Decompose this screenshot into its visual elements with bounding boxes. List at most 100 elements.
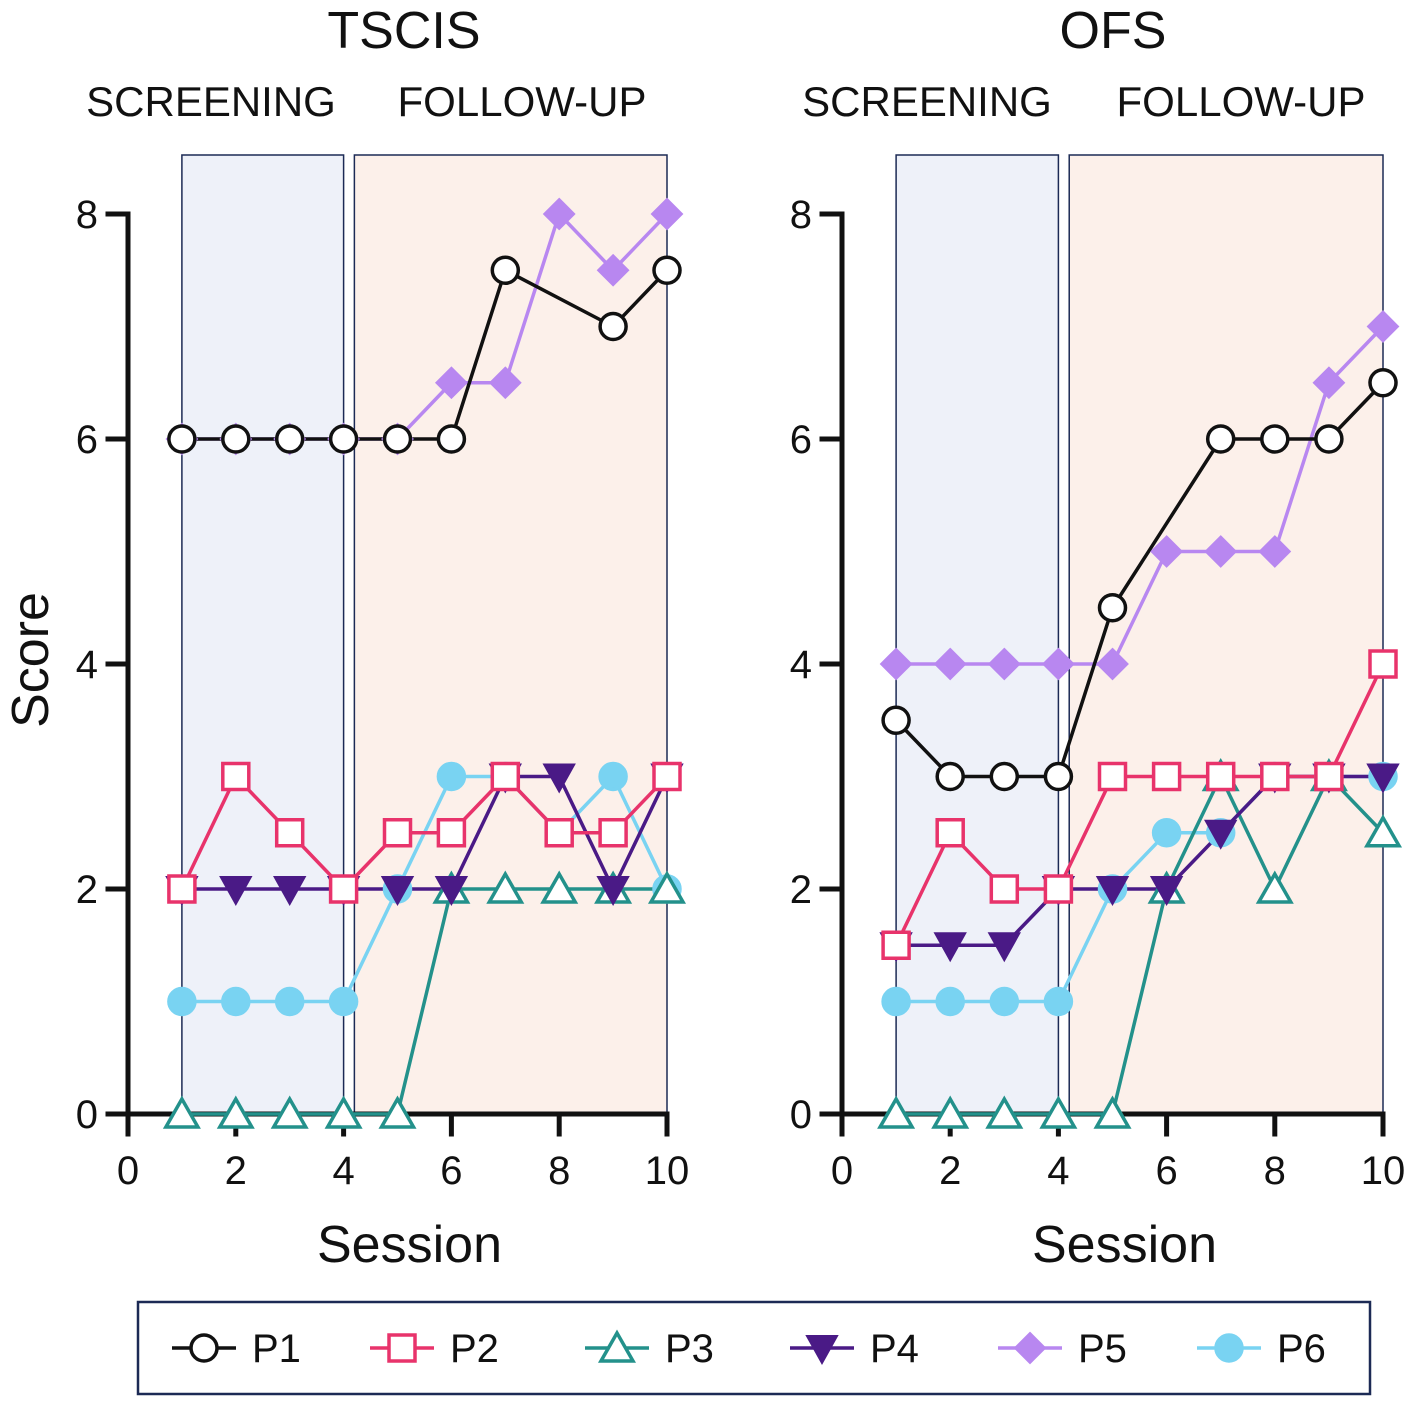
series-line-p2 bbox=[894, 663, 1385, 947]
phase-region-screening bbox=[181, 154, 345, 1115]
legend-label-p3: P3 bbox=[665, 1327, 714, 1371]
data-point-p3 bbox=[270, 1095, 309, 1129]
data-point-p3 bbox=[1255, 870, 1294, 904]
data-point-p2 bbox=[1314, 761, 1344, 792]
y-tick-label: 0 bbox=[76, 1093, 98, 1137]
phase-region-screening bbox=[895, 154, 1060, 1115]
legend-label-p1: P1 bbox=[252, 1327, 301, 1371]
data-point-p2 bbox=[1097, 761, 1128, 792]
legend-label-p4: P4 bbox=[870, 1327, 919, 1371]
series-line-p2 bbox=[180, 774, 669, 891]
data-point-p1 bbox=[221, 424, 251, 454]
data-point-p5 bbox=[987, 647, 1021, 681]
data-point-p3 bbox=[378, 1095, 417, 1129]
data-point-p2 bbox=[935, 818, 965, 848]
data-point-p6 bbox=[274, 986, 305, 1017]
y-tick-label: 6 bbox=[790, 418, 812, 462]
data-point-p2 bbox=[652, 761, 682, 792]
data-point-p1 bbox=[1368, 368, 1398, 398]
data-point-p6 bbox=[328, 986, 359, 1017]
data-point-p5 bbox=[1096, 647, 1129, 681]
y-tick-label: 6 bbox=[76, 418, 98, 462]
data-point-p4 bbox=[380, 876, 415, 907]
data-point-p2 bbox=[1260, 761, 1290, 792]
x-tick-label: 10 bbox=[1361, 1149, 1406, 1193]
data-point-p4 bbox=[1366, 763, 1400, 794]
data-point-p2 bbox=[1205, 761, 1236, 792]
data-point-p4 bbox=[1204, 819, 1238, 850]
data-point-p5 bbox=[1312, 366, 1346, 400]
y-tick-label: 2 bbox=[76, 868, 98, 912]
data-point-p6 bbox=[221, 986, 251, 1017]
series-line-p3 bbox=[896, 774, 1385, 1116]
x-tick-label: 2 bbox=[225, 1149, 247, 1193]
x-tick-label: 8 bbox=[548, 1149, 570, 1193]
data-point-p1 bbox=[274, 424, 305, 454]
phase-label-screening: SCREENING bbox=[86, 78, 336, 125]
legend-marker-p3 bbox=[597, 1329, 637, 1363]
data-point-p1 bbox=[328, 424, 359, 454]
data-point-p6 bbox=[1043, 986, 1074, 1017]
chart-title: OFS bbox=[1060, 2, 1167, 60]
data-point-p2 bbox=[382, 818, 413, 848]
legend-marker-p1 bbox=[189, 1333, 219, 1363]
data-point-p2 bbox=[167, 874, 197, 904]
data-point-p5 bbox=[879, 647, 913, 681]
data-point-p6 bbox=[881, 986, 911, 1017]
x-tick-label: 6 bbox=[1155, 1149, 1177, 1193]
data-point-p5 bbox=[1258, 535, 1292, 568]
x-tick-label: 4 bbox=[1047, 1149, 1069, 1193]
data-point-p1 bbox=[167, 424, 197, 454]
data-point-p6 bbox=[935, 986, 965, 1017]
legend-label-p6: P6 bbox=[1277, 1327, 1326, 1371]
data-point-p1 bbox=[881, 705, 911, 735]
data-point-p4 bbox=[434, 876, 469, 907]
data-point-p6 bbox=[436, 761, 467, 792]
data-point-p6 bbox=[1151, 818, 1182, 848]
x-tick-label: 6 bbox=[440, 1149, 462, 1193]
legend-label-p2: P2 bbox=[450, 1327, 499, 1371]
x-tick-label: 4 bbox=[332, 1149, 354, 1193]
data-point-p4 bbox=[542, 763, 576, 794]
data-point-p4 bbox=[1095, 876, 1130, 907]
data-point-p2 bbox=[598, 818, 628, 848]
data-point-p1 bbox=[1097, 593, 1128, 623]
data-point-p4 bbox=[933, 932, 967, 963]
y-tick-label: 4 bbox=[790, 643, 812, 687]
data-point-p5 bbox=[933, 647, 967, 681]
y-axis-title: Score bbox=[2, 592, 60, 728]
x-tick-label: 8 bbox=[1264, 1149, 1286, 1193]
data-point-p3 bbox=[540, 870, 579, 904]
data-point-p1 bbox=[436, 424, 467, 454]
y-tick-label: 8 bbox=[790, 193, 812, 237]
legend-marker-p6 bbox=[1214, 1333, 1244, 1363]
data-point-p3 bbox=[985, 1095, 1024, 1129]
data-point-p1 bbox=[1043, 761, 1074, 792]
x-axis-title: Session bbox=[317, 1216, 502, 1274]
data-point-p6 bbox=[167, 986, 197, 1017]
legend-marker-p2 bbox=[387, 1333, 417, 1363]
data-point-p2 bbox=[328, 874, 359, 904]
data-point-p3 bbox=[216, 1095, 255, 1129]
series-line-p5 bbox=[896, 325, 1385, 666]
legend-marker-p5 bbox=[1013, 1331, 1047, 1365]
data-point-p5 bbox=[488, 366, 522, 400]
data-point-p1 bbox=[652, 255, 682, 285]
data-point-p3 bbox=[1093, 1095, 1132, 1129]
phase-label-follow-up: FOLLOW-UP bbox=[1117, 78, 1366, 125]
data-point-p2 bbox=[544, 818, 574, 848]
data-point-p1 bbox=[989, 761, 1020, 792]
data-point-p1 bbox=[1260, 424, 1290, 454]
data-point-p1 bbox=[598, 311, 628, 342]
data-point-p2 bbox=[221, 761, 251, 792]
data-point-p6 bbox=[989, 986, 1020, 1017]
legend-marker-p4 bbox=[805, 1335, 839, 1366]
data-point-p2 bbox=[881, 930, 911, 960]
data-point-p4 bbox=[1149, 876, 1184, 907]
data-point-p3 bbox=[1039, 1095, 1078, 1129]
data-point-p5 bbox=[1366, 310, 1400, 343]
tscis-chart: TSCIS SCREENING FOLLOW-UP 0 2 4 6 8 0 2 4 6 8 10 Sessi… bbox=[2, 2, 689, 1274]
y-tick-label: 2 bbox=[790, 868, 812, 912]
data-point-p4 bbox=[987, 932, 1021, 963]
